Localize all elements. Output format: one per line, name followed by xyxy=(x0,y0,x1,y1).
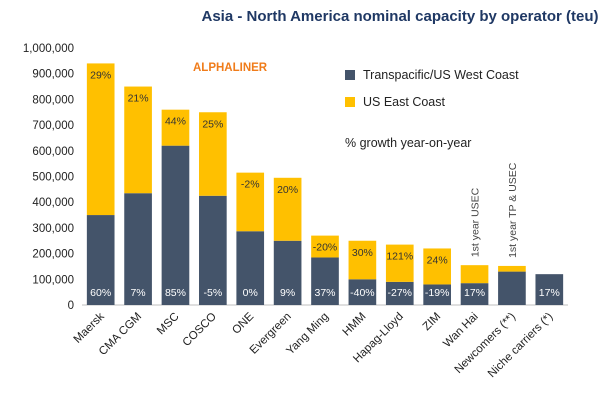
x-tick-label: HMM xyxy=(341,311,369,339)
growth-label-west: 37% xyxy=(314,287,335,299)
bar-east-coast xyxy=(273,177,302,241)
growth-label-east: 121% xyxy=(386,251,413,263)
growth-label-west: -5% xyxy=(204,287,223,299)
growth-label-west: -27% xyxy=(388,287,413,299)
y-tick-label: 700,000 xyxy=(32,120,74,132)
bar-west-coast xyxy=(535,274,564,305)
bar-west-coast xyxy=(86,215,115,305)
bar-east-coast xyxy=(385,244,414,282)
y-tick-label: 600,000 xyxy=(32,146,74,158)
bar-east-coast xyxy=(460,265,489,284)
growth-label-east: 21% xyxy=(128,93,149,105)
growth-label-east: 29% xyxy=(90,69,111,81)
x-tick-label: COSCO xyxy=(181,311,219,349)
growth-label-east: 25% xyxy=(202,118,223,130)
bar-west-coast xyxy=(273,240,302,305)
y-tick-label: 800,000 xyxy=(32,94,74,106)
x-tick-label: Maersk xyxy=(72,310,107,345)
legend-swatch-west xyxy=(345,70,355,80)
bar-west-coast xyxy=(348,279,377,305)
growth-label-east: 30% xyxy=(352,247,373,259)
bar-east-coast xyxy=(86,63,115,216)
y-tick-label: 100,000 xyxy=(32,274,74,286)
y-tick-label: 300,000 xyxy=(32,223,74,235)
bar-west-coast xyxy=(199,195,227,305)
growth-label-east: 44% xyxy=(165,116,186,128)
bar-annotation: 1st year TP & USEC xyxy=(507,162,519,258)
bar-annotation: 1st year USEC xyxy=(470,187,482,257)
x-tick-label: Niche carriers (*) xyxy=(486,311,556,381)
growth-label-west: -19% xyxy=(425,287,450,299)
y-tick-label: 0 xyxy=(68,300,74,312)
bar-east-coast xyxy=(498,265,526,272)
y-tick-label: 400,000 xyxy=(32,197,74,209)
bar-west-coast xyxy=(460,283,489,305)
growth-label-east: 24% xyxy=(427,254,448,266)
growth-label-west: 17% xyxy=(539,287,560,299)
bar-east-coast xyxy=(423,248,451,285)
legend-label-west: Transpacific/US West Coast xyxy=(363,68,519,82)
y-tick-label: 200,000 xyxy=(32,249,74,261)
bar-east-coast xyxy=(311,235,339,258)
growth-label-west: 9% xyxy=(280,287,295,299)
bar-east-coast xyxy=(161,109,190,146)
y-tick-label: 500,000 xyxy=(32,172,74,184)
bar-east-coast xyxy=(199,112,227,196)
growth-label-west: -40% xyxy=(350,287,375,299)
legend-growth-note: % growth year-on-year xyxy=(345,136,471,150)
watermark: ALPHALINER xyxy=(193,62,268,74)
x-tick-label: ONE xyxy=(230,310,256,336)
bar-west-coast xyxy=(124,193,152,305)
growth-label-east: -20% xyxy=(313,242,338,254)
growth-label-west: 85% xyxy=(165,287,186,299)
bar-west-coast xyxy=(236,231,265,305)
growth-label-west: 60% xyxy=(90,287,111,299)
bar-west-coast xyxy=(498,271,526,305)
x-tick-label: MSC xyxy=(155,311,182,338)
x-tick-label: ZIM xyxy=(421,311,443,333)
y-tick-label: 900,000 xyxy=(32,69,74,81)
legend-label-east: US East Coast xyxy=(363,95,446,109)
bar-west-coast xyxy=(423,284,451,305)
bar-west-coast xyxy=(311,257,339,305)
growth-label-west: 17% xyxy=(464,287,485,299)
bar-west-coast xyxy=(385,281,414,305)
bar-east-coast xyxy=(348,240,377,280)
bars: 60% 29% 7% 21% 85% 44% -5% 25% 0% -2% 9% 20% 37% -20%… xyxy=(86,63,564,305)
bar-east-coast xyxy=(236,172,265,232)
legend: Transpacific/US West Coast US East Coast%… xyxy=(345,68,519,150)
growth-label-west: 7% xyxy=(130,287,145,299)
bar-west-coast xyxy=(161,145,190,305)
y-tick-label: 1,000,000 xyxy=(23,43,74,55)
chart-title: Asia - North America nominal capacity by… xyxy=(201,8,598,25)
legend-swatch-east xyxy=(345,97,355,107)
growth-label-east: 20% xyxy=(277,184,298,196)
bar-east-coast xyxy=(124,86,152,194)
growth-label-east: -2% xyxy=(241,179,260,191)
growth-label-west: 0% xyxy=(243,287,258,299)
